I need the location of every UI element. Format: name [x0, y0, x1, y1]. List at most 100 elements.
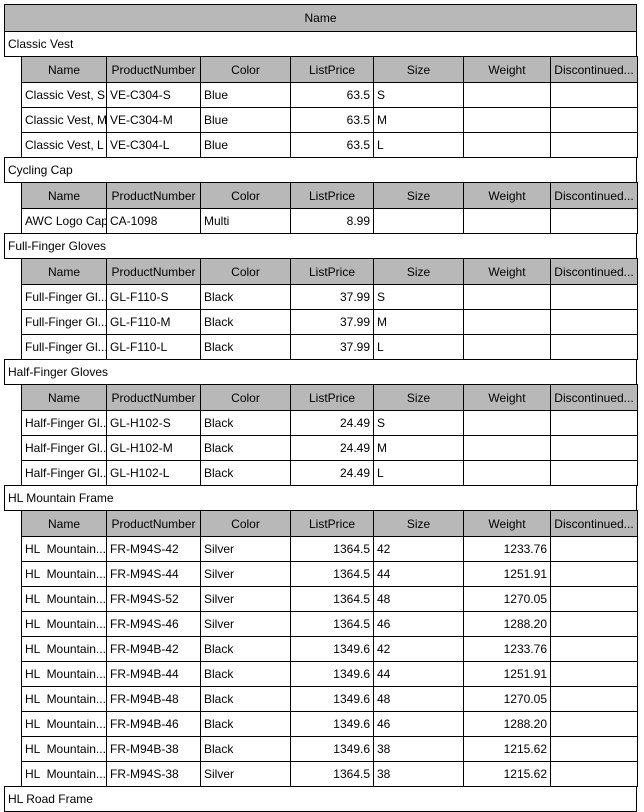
cell-product-number[interactable]: FR-M94B-48	[106, 686, 201, 712]
column-header[interactable]: Name	[21, 384, 107, 411]
cell-weight[interactable]: 1233.76	[463, 536, 551, 562]
column-header[interactable]: Name	[21, 258, 107, 285]
column-header[interactable]: Weight	[463, 510, 551, 537]
cell-name[interactable]: Full-Finger Gl...	[21, 284, 107, 310]
column-header[interactable]: Discontinued...	[550, 182, 638, 209]
cell-size[interactable]: 44	[373, 561, 464, 587]
cell-size[interactable]: 44	[373, 661, 464, 687]
cell-discontinued[interactable]	[550, 611, 638, 637]
cell-product-number[interactable]: FR-M94B-42	[106, 636, 201, 662]
column-header[interactable]: Size	[373, 56, 464, 83]
cell-name[interactable]: Classic Vest, S	[21, 82, 107, 108]
cell-product-number[interactable]: GL-H102-M	[106, 435, 201, 461]
cell-product-number[interactable]: VE-C304-L	[106, 132, 201, 158]
column-header[interactable]: ListPrice	[290, 384, 374, 411]
column-header[interactable]: Name	[21, 510, 107, 537]
column-header[interactable]: Discontinued...	[550, 56, 638, 83]
cell-weight[interactable]	[463, 309, 551, 335]
cell-product-number[interactable]: FR-M94S-52	[106, 586, 201, 612]
column-header[interactable]: Weight	[463, 384, 551, 411]
cell-weight[interactable]: 1251.91	[463, 561, 551, 587]
cell-discontinued[interactable]	[550, 107, 638, 133]
cell-product-number[interactable]: FR-M94S-44	[106, 561, 201, 587]
cell-color[interactable]: Black	[200, 736, 291, 762]
cell-list-price[interactable]: 1349.6	[290, 636, 374, 662]
cell-list-price[interactable]: 24.49	[290, 435, 374, 461]
cell-name[interactable]: Half-Finger Gl...	[21, 410, 107, 436]
cell-size[interactable]	[373, 208, 464, 234]
cell-weight[interactable]	[463, 132, 551, 158]
cell-discontinued[interactable]	[550, 636, 638, 662]
cell-list-price[interactable]: 24.49	[290, 410, 374, 436]
cell-discontinued[interactable]	[550, 561, 638, 587]
cell-color[interactable]: Black	[200, 410, 291, 436]
column-header[interactable]: Color	[200, 510, 291, 537]
cell-discontinued[interactable]	[550, 208, 638, 234]
cell-weight[interactable]	[463, 82, 551, 108]
cell-discontinued[interactable]	[550, 711, 638, 737]
cell-color[interactable]: Black	[200, 686, 291, 712]
cell-size[interactable]: M	[373, 107, 464, 133]
cell-name[interactable]: HL Mountain...	[21, 761, 107, 787]
column-header[interactable]: ListPrice	[290, 56, 374, 83]
cell-list-price[interactable]: 1349.6	[290, 686, 374, 712]
cell-list-price[interactable]: 63.5	[290, 82, 374, 108]
cell-size[interactable]: M	[373, 435, 464, 461]
cell-discontinued[interactable]	[550, 736, 638, 762]
cell-size[interactable]: 46	[373, 711, 464, 737]
cell-size[interactable]: 38	[373, 736, 464, 762]
cell-weight[interactable]: 1270.05	[463, 686, 551, 712]
cell-product-number[interactable]: GL-F110-M	[106, 309, 201, 335]
cell-size[interactable]: 48	[373, 586, 464, 612]
cell-product-number[interactable]: FR-M94S-46	[106, 611, 201, 637]
cell-product-number[interactable]: FR-M94S-42	[106, 536, 201, 562]
cell-product-number[interactable]: GL-F110-S	[106, 284, 201, 310]
cell-name[interactable]: HL Mountain...	[21, 586, 107, 612]
cell-name[interactable]: HL Mountain...	[21, 561, 107, 587]
cell-size[interactable]: 42	[373, 536, 464, 562]
cell-discontinued[interactable]	[550, 309, 638, 335]
column-header[interactable]: ListPrice	[290, 510, 374, 537]
cell-list-price[interactable]: 8.99	[290, 208, 374, 234]
cell-color[interactable]: Multi	[200, 208, 291, 234]
cell-color[interactable]: Blue	[200, 107, 291, 133]
cell-product-number[interactable]: GL-H102-L	[106, 460, 201, 486]
cell-discontinued[interactable]	[550, 132, 638, 158]
cell-list-price[interactable]: 1364.5	[290, 586, 374, 612]
cell-discontinued[interactable]	[550, 410, 638, 436]
cell-discontinued[interactable]	[550, 536, 638, 562]
cell-weight[interactable]: 1215.62	[463, 761, 551, 787]
column-header[interactable]: ListPrice	[290, 258, 374, 285]
cell-weight[interactable]	[463, 435, 551, 461]
cell-size[interactable]: 38	[373, 761, 464, 787]
column-header[interactable]: ProductNumber	[106, 182, 201, 209]
cell-name[interactable]: HL Mountain...	[21, 686, 107, 712]
cell-size[interactable]: M	[373, 309, 464, 335]
cell-weight[interactable]: 1270.05	[463, 586, 551, 612]
group-row[interactable]: HL Mountain Frame	[4, 485, 637, 511]
column-header[interactable]: Discontinued...	[550, 510, 638, 537]
cell-weight[interactable]	[463, 460, 551, 486]
cell-product-number[interactable]: VE-C304-M	[106, 107, 201, 133]
column-header[interactable]: Color	[200, 258, 291, 285]
cell-list-price[interactable]: 1364.5	[290, 561, 374, 587]
cell-name[interactable]: Full-Finger Gl...	[21, 334, 107, 360]
cell-size[interactable]: L	[373, 460, 464, 486]
cell-list-price[interactable]: 63.5	[290, 107, 374, 133]
group-row[interactable]: Cycling Cap	[4, 157, 637, 183]
cell-name[interactable]: Classic Vest, M	[21, 107, 107, 133]
cell-product-number[interactable]: FR-M94B-46	[106, 711, 201, 737]
column-header[interactable]: Size	[373, 258, 464, 285]
group-row[interactable]: Full-Finger Gloves	[4, 233, 637, 259]
cell-size[interactable]: L	[373, 132, 464, 158]
cell-name[interactable]: AWC Logo Cap	[21, 208, 107, 234]
cell-product-number[interactable]: FR-M94S-38	[106, 761, 201, 787]
group-row[interactable]: Classic Vest	[4, 31, 637, 57]
cell-discontinued[interactable]	[550, 435, 638, 461]
column-header[interactable]: Size	[373, 182, 464, 209]
cell-color[interactable]: Black	[200, 284, 291, 310]
cell-discontinued[interactable]	[550, 661, 638, 687]
cell-color[interactable]: Black	[200, 435, 291, 461]
column-header[interactable]: Weight	[463, 56, 551, 83]
cell-discontinued[interactable]	[550, 284, 638, 310]
